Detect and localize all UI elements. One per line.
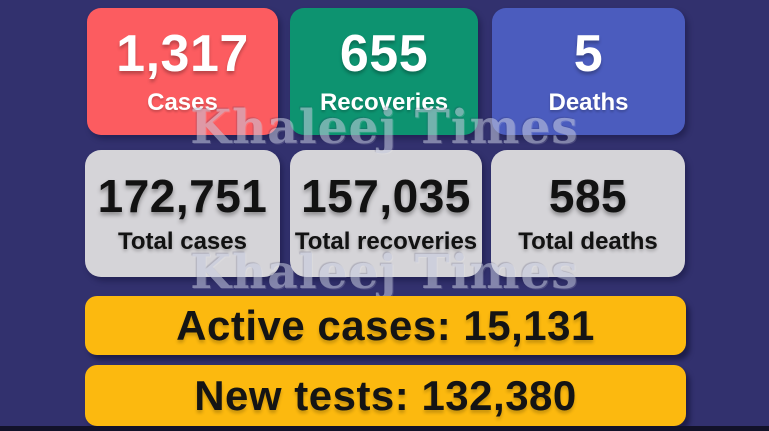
total-deaths-label: Total deaths <box>518 227 658 255</box>
total-recoveries-label: Total recoveries <box>294 227 478 255</box>
recoveries-label: Recoveries <box>319 88 449 116</box>
total-deaths-card: 585 Total deaths <box>491 150 685 277</box>
total-cases-card: 172,751 Total cases <box>85 150 280 277</box>
total-recoveries-value: 157,035 <box>301 169 471 222</box>
bottom-edge-strip <box>0 426 769 431</box>
total-recoveries-card: 157,035 Total recoveries <box>290 150 482 277</box>
deaths-value: 5 <box>573 25 604 83</box>
new-tests-text: New tests: 132,380 <box>194 371 577 419</box>
total-deaths-value: 585 <box>548 169 628 222</box>
active-cases-banner: Active cases: 15,131 <box>85 296 686 355</box>
deaths-card: 5 Deaths <box>492 8 685 135</box>
active-cases-text: Active cases: 15,131 <box>176 301 595 349</box>
deaths-label: Deaths <box>548 88 629 116</box>
new-tests-banner: New tests: 132,380 <box>85 365 686 426</box>
recoveries-value: 655 <box>339 25 429 83</box>
cases-label: Cases <box>147 88 218 116</box>
total-cases-value: 172,751 <box>97 169 268 222</box>
cases-card: 1,317 Cases <box>87 8 278 135</box>
recoveries-card: 655 Recoveries <box>290 8 478 135</box>
cases-value: 1,317 <box>116 25 249 83</box>
total-cases-label: Total cases <box>118 227 247 255</box>
